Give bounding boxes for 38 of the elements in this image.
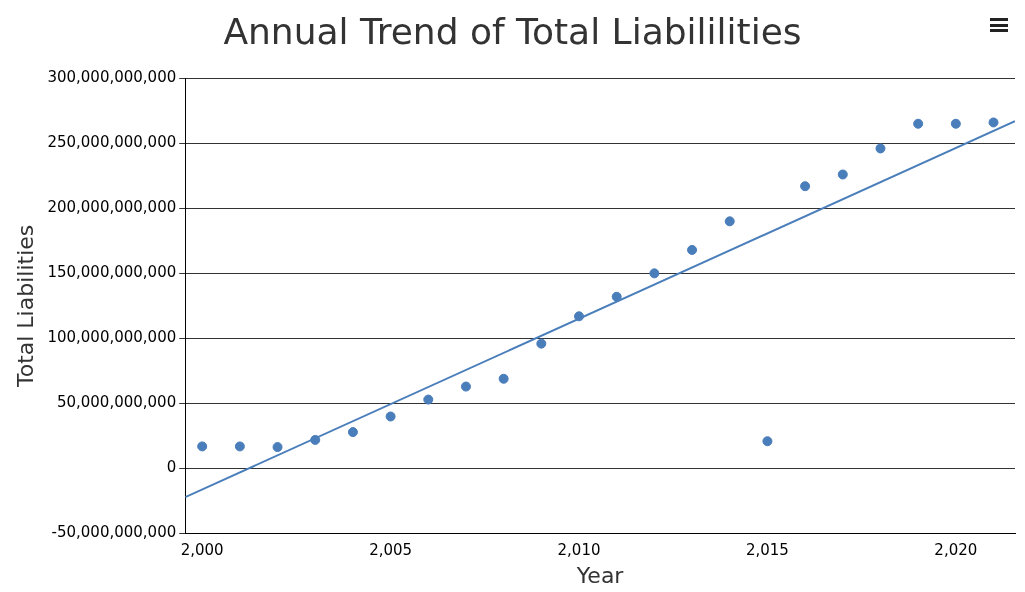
y-tick-label: 200,000,000,000 [47,198,177,217]
point [272,442,283,453]
y-tick-label: 0 [166,458,177,477]
point [950,118,961,129]
x-tick-label: 2,010 [557,541,601,560]
point [762,436,773,447]
point [536,338,547,349]
x-tick-label: 2,000 [180,541,224,560]
y-tick-label: 250,000,000,000 [47,133,177,152]
y-tick-label: 300,000,000,000 [47,68,177,87]
point [460,381,471,392]
point [498,373,509,384]
point [913,118,924,129]
x-tick-label: 2,015 [745,541,789,560]
point [611,291,622,302]
point [347,427,358,438]
point [310,434,321,445]
point [385,411,396,422]
point [724,216,735,227]
y-tick-label: -50,000,000,000 [51,523,177,542]
chart-title: Annual Trend of Total Liabililities [223,10,802,52]
point [574,311,585,322]
point [875,143,886,154]
point [423,394,434,405]
point [837,169,848,180]
y-tick-label: 50,000,000,000 [56,393,177,412]
y-axis-title: Total Liabilities [12,224,38,389]
y-tick-label: 150,000,000,000 [47,263,177,282]
x-tick-label: 2,005 [369,541,413,560]
point [197,441,208,452]
x-tick-label: 2,020 [934,541,978,560]
point [649,268,660,279]
x-axis-title: Year [575,562,625,588]
point [687,244,698,255]
point [988,117,999,128]
y-tick-label: 100,000,000,000 [47,328,177,347]
point [800,181,811,192]
point [234,441,245,452]
